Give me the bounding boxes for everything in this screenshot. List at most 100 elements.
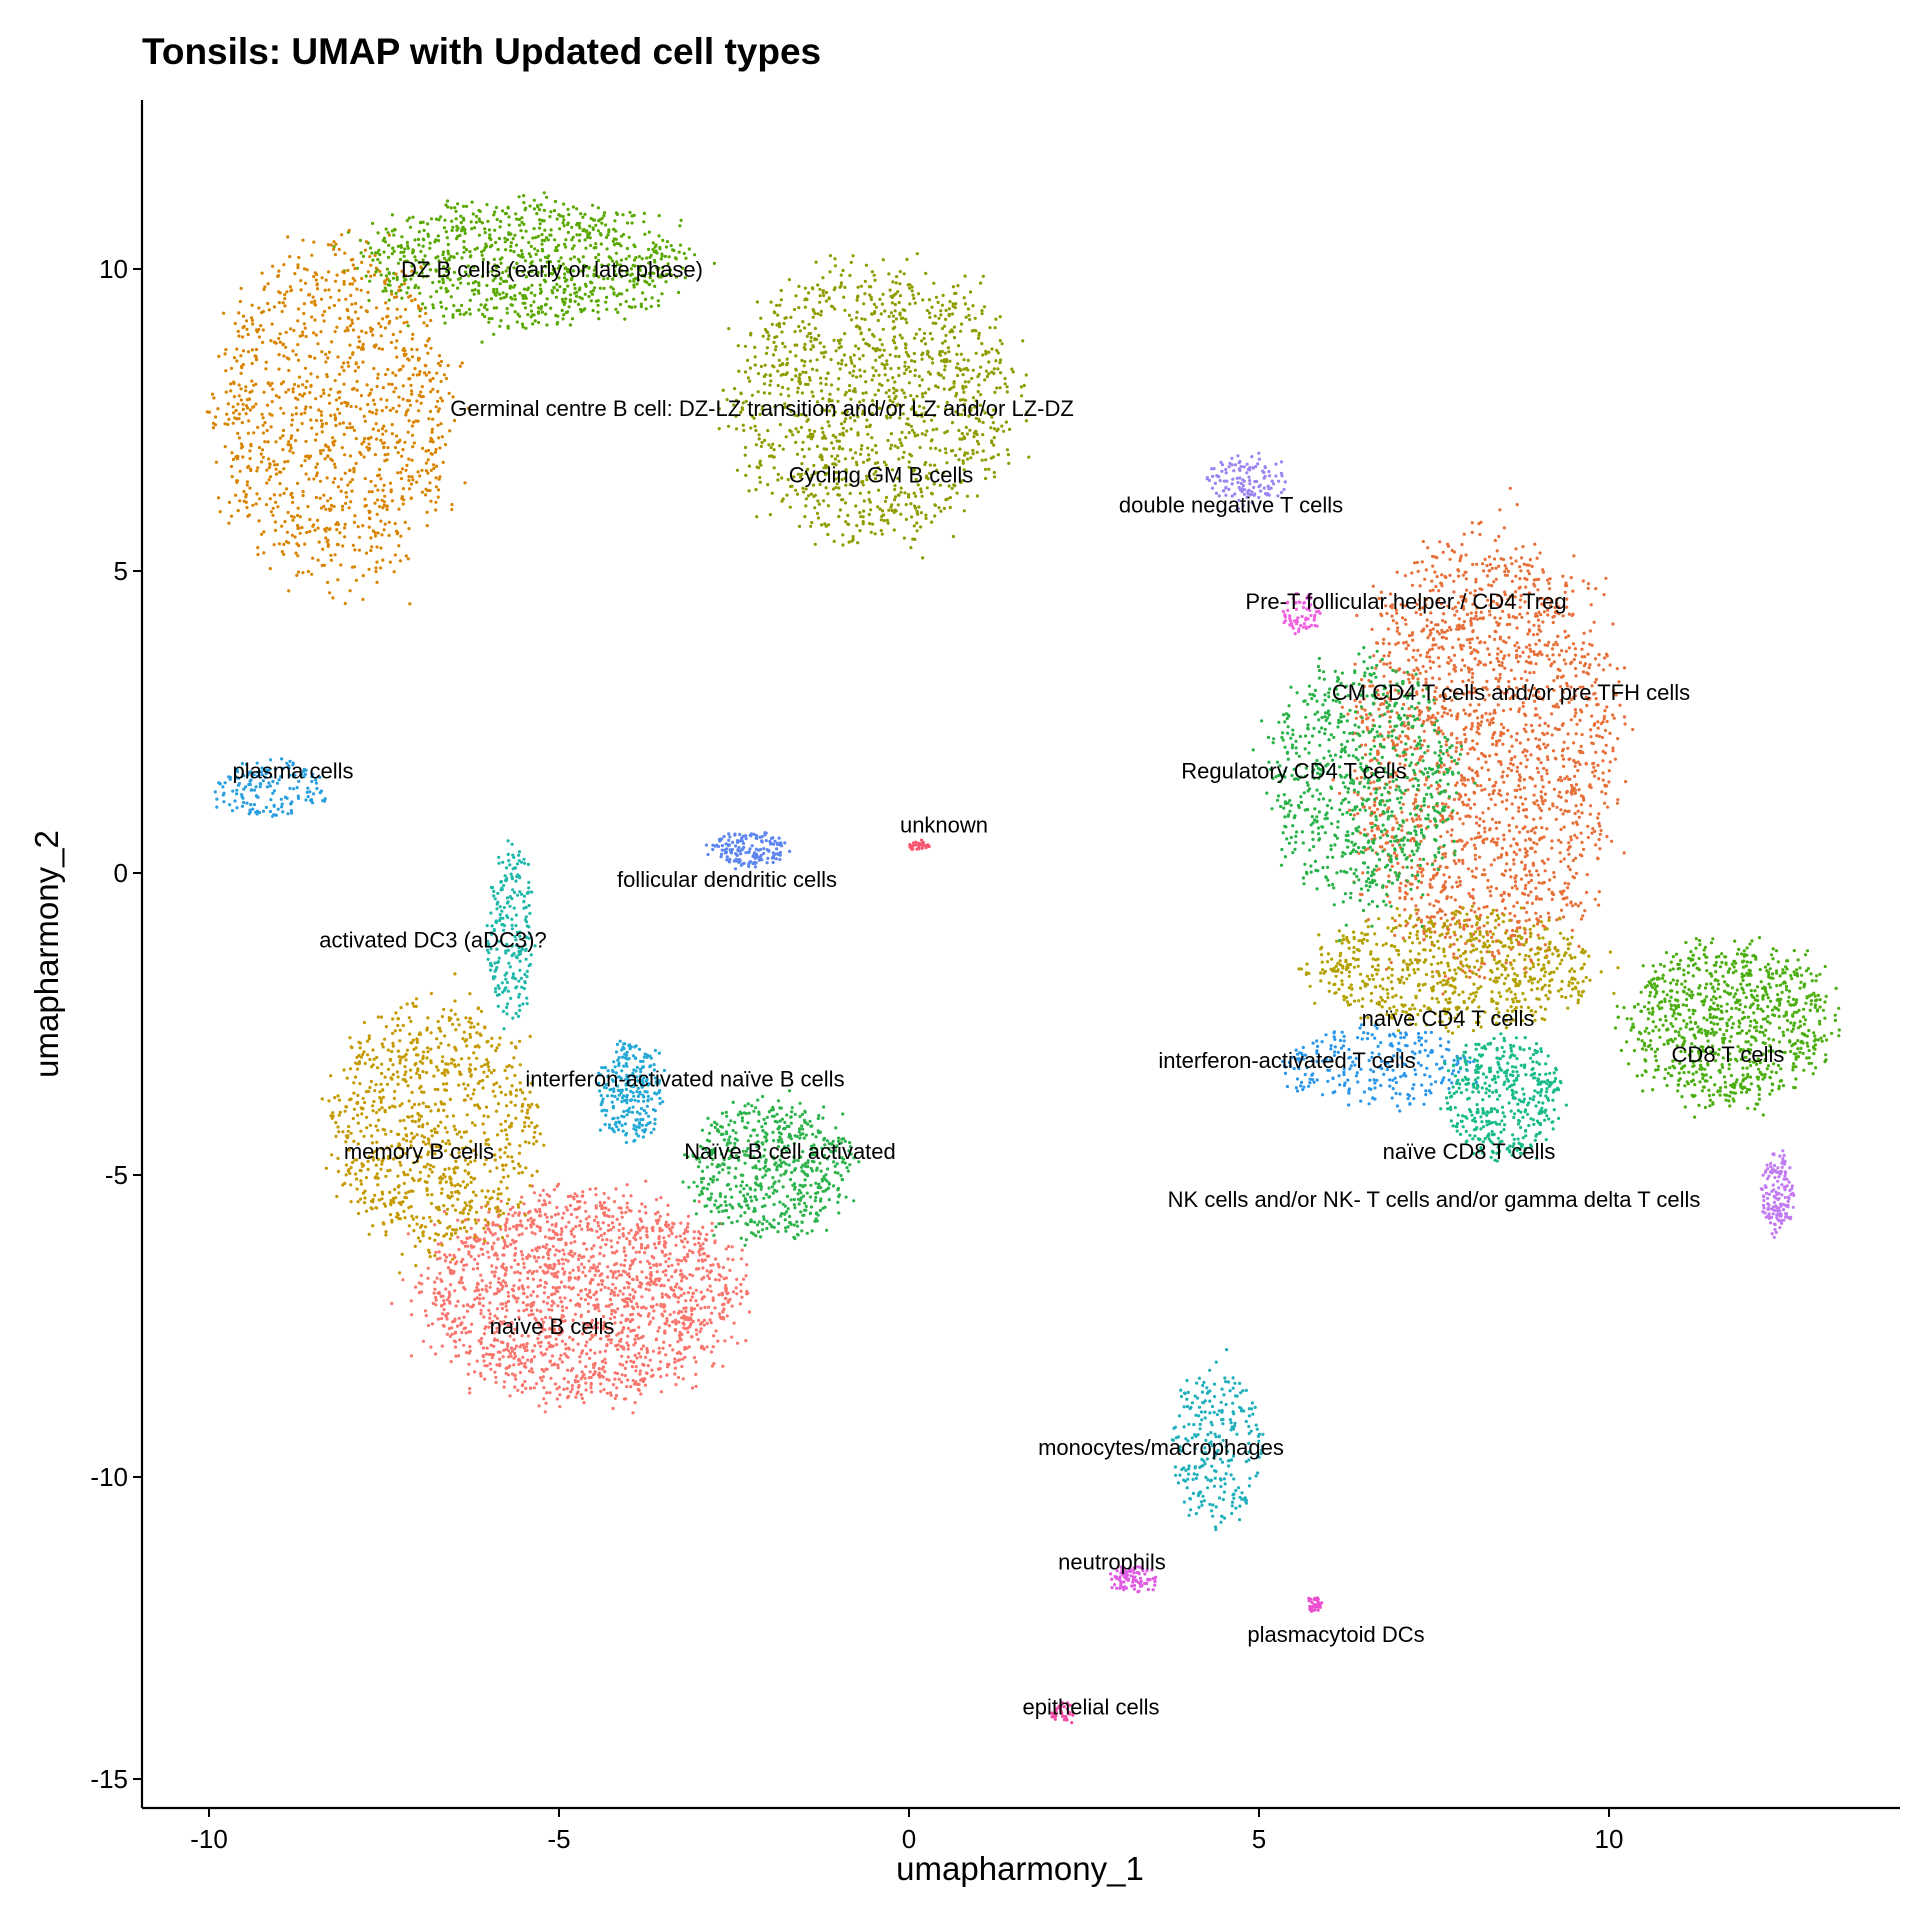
data-point [414,1004,418,1009]
data-point [512,906,516,910]
data-point [477,1218,481,1222]
data-point [519,1200,523,1204]
data-point [261,809,266,813]
data-point [517,992,522,996]
data-point [528,1184,532,1188]
data-point [643,1205,647,1209]
data-point [306,569,310,574]
data-point [648,1276,652,1281]
data-point [584,1274,588,1278]
data-point [625,1300,629,1305]
cluster-points-3 [597,1039,667,1145]
data-point [637,1351,641,1355]
data-point [743,1104,747,1108]
data-point [477,1254,481,1258]
data-point [509,996,513,1001]
data-point [565,1354,569,1358]
data-point [702,1318,707,1322]
data-point [679,1269,683,1273]
data-point [508,1090,512,1094]
data-point [529,953,533,957]
data-point [520,322,525,326]
data-point [791,1183,795,1187]
data-point [596,1305,600,1310]
data-point [468,1387,472,1391]
data-point [616,1343,620,1347]
data-point [495,1363,499,1367]
data-point [559,1237,563,1242]
data-point [252,788,257,792]
data-point [391,276,396,280]
data-point [715,1206,719,1210]
data-point [411,1217,415,1221]
data-point [759,1235,763,1239]
data-point [792,1197,796,1202]
data-point [305,790,309,794]
data-point [670,1263,674,1267]
data-point [538,1376,543,1380]
data-point [535,1169,539,1173]
data-point [562,218,566,222]
data-point [725,1114,729,1118]
data-point [499,1320,503,1324]
data-point [532,1135,536,1139]
data-point [713,1306,717,1310]
data-point [518,1278,522,1282]
data-point [497,1187,501,1191]
data-point [522,1364,527,1368]
data-point [493,961,497,965]
data-point [564,310,568,315]
data-point [672,1310,676,1314]
data-point [596,303,600,307]
data-point [506,1299,511,1303]
data-point [471,1092,475,1096]
data-point [505,1308,509,1312]
data-point [544,1335,548,1339]
data-point [594,1290,599,1294]
data-point [289,802,293,806]
data-point [589,1295,593,1300]
data-point [636,1305,640,1309]
data-point [523,208,527,212]
data-point [591,218,595,222]
data-point [617,1093,621,1097]
data-point [485,203,489,207]
data-point [679,1287,684,1291]
data-point [740,1248,744,1252]
data-point [549,306,553,310]
data-point [836,1200,840,1204]
data-point [489,968,493,972]
data-point [575,233,579,237]
data-point [677,1333,682,1337]
data-point [605,1238,609,1242]
data-point [593,1370,597,1374]
data-point [700,1128,705,1132]
data-point [507,1355,511,1359]
data-point [615,1217,619,1221]
data-point [537,1341,541,1345]
data-point [604,1304,608,1308]
data-point [625,1050,629,1054]
data-point [469,1226,473,1230]
data-point [523,1361,527,1365]
data-point [468,1391,472,1395]
data-point [448,1097,452,1101]
data-point [778,1200,782,1204]
data-point [487,317,491,321]
data-point [552,1362,556,1367]
data-point [522,1309,526,1313]
data-point [615,1386,619,1390]
data-point [248,408,252,412]
data-point [473,1218,477,1222]
data-point [306,795,310,799]
data-point [468,1235,472,1240]
data-point [457,308,461,313]
data-point [545,1243,549,1247]
data-point [543,1235,548,1239]
data-point [482,1114,486,1118]
data-point [606,1229,611,1233]
data-point [465,1113,469,1117]
data-point [564,245,568,249]
data-point [396,1082,400,1086]
data-point [487,1207,492,1211]
